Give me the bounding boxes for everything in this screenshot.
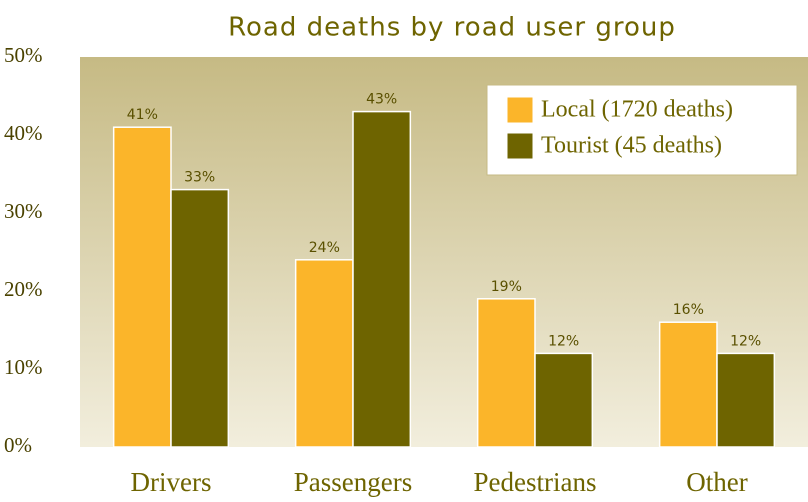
legend-swatch [506, 96, 534, 124]
x-tick-label: Other [686, 467, 747, 497]
bar [716, 352, 776, 448]
data-label: 41% [127, 107, 158, 123]
bar [534, 352, 594, 448]
legend-box [486, 84, 798, 176]
bar [112, 126, 172, 448]
y-tick-label: 20% [4, 277, 43, 301]
y-tick-label: 30% [4, 199, 43, 223]
x-tick-label: Pedestrians [474, 467, 597, 497]
x-tick-label: Passengers [294, 467, 412, 497]
bar [476, 298, 536, 448]
bar [352, 110, 412, 448]
data-label: 19% [491, 279, 522, 295]
data-label: 24% [309, 240, 340, 256]
legend-swatch [506, 132, 534, 160]
y-tick-label: 40% [4, 121, 43, 145]
legend-label: Tourist (45 deaths) [541, 133, 722, 159]
data-label: 12% [730, 333, 761, 349]
x-tick-label: Drivers [131, 467, 212, 497]
y-tick-label: 10% [4, 355, 43, 379]
data-label: 12% [548, 333, 579, 349]
bar [294, 259, 354, 448]
y-tick-label: 50% [4, 43, 43, 67]
bar [658, 321, 718, 448]
data-label: 33% [184, 170, 215, 186]
legend-label: Local (1720 deaths) [541, 97, 733, 123]
bar [170, 188, 230, 448]
data-label: 16% [673, 302, 704, 318]
chart-title: Road deaths by road user group [228, 13, 676, 43]
data-label: 43% [366, 92, 397, 108]
y-tick-label: 0% [4, 433, 32, 457]
